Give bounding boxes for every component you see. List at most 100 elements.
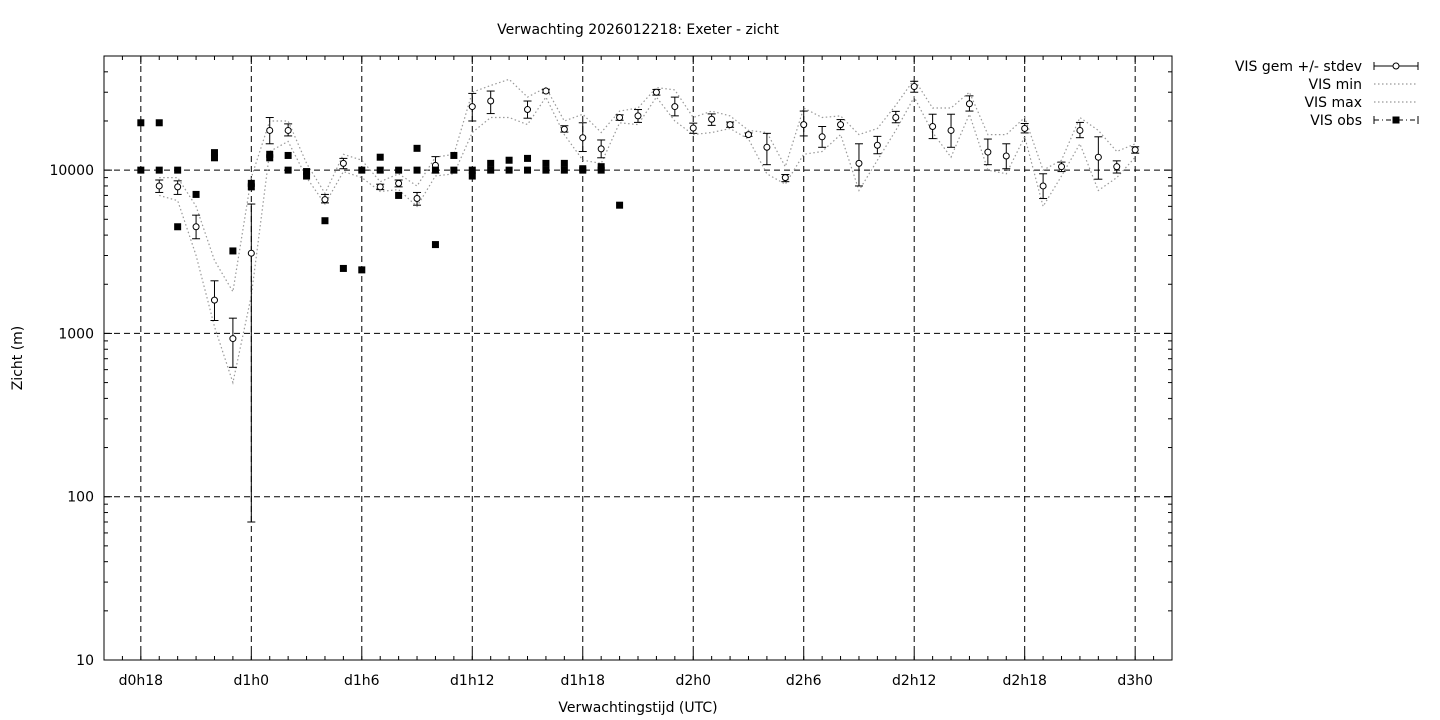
vis-mean-point: [671, 103, 679, 111]
vis-obs-point: [431, 241, 439, 249]
x-tick-label: d3h0: [1117, 673, 1153, 689]
vis-mean-point: [855, 159, 863, 167]
vis-obs-point: [174, 166, 182, 174]
vis-mean-point: [1021, 124, 1029, 132]
x-tick-label: d1h6: [344, 673, 380, 689]
vis-mean-point: [1076, 126, 1084, 134]
y-tick-label: 1000: [58, 326, 94, 342]
vis-mean-point: [1131, 146, 1139, 154]
vis-obs-point: [321, 217, 329, 225]
vis-obs-point: [395, 166, 403, 174]
errorbar-series: [155, 80, 1140, 523]
vis-obs-point: [137, 119, 145, 127]
vis-obs-point: [542, 159, 550, 167]
legend-label: VIS obs: [1310, 113, 1362, 129]
vis-obs-point: [395, 191, 403, 199]
vis-mean-point: [487, 97, 495, 105]
vis-mean-point: [984, 148, 992, 156]
vis-mean-point: [229, 335, 237, 343]
vis-mean-point: [689, 124, 697, 132]
vis-mean-point: [284, 126, 292, 134]
x-tick-label: d2h18: [1002, 673, 1046, 689]
vis-obs-point: [210, 154, 218, 162]
vis-obs-point: [155, 166, 163, 174]
vis-mean-point: [413, 195, 421, 203]
vis-mean-point: [634, 112, 642, 120]
vis-obs-point: [560, 159, 568, 167]
vis-obs-point: [487, 159, 495, 167]
x-axis-label: Verwachtingstijd (UTC): [558, 700, 717, 716]
y-tick-label: 100: [67, 490, 94, 506]
vis-obs-point: [413, 144, 421, 152]
vis-mean-point: [579, 134, 587, 142]
vis-max-line: [159, 78, 1136, 294]
x-tick-label: d1h12: [450, 673, 494, 689]
vis-mean-point: [873, 141, 881, 149]
vis-obs-point: [247, 179, 255, 187]
vis-obs-point: [542, 166, 550, 174]
legend-label: VIS gem +/- stdev: [1235, 59, 1362, 75]
vis-obs-point: [303, 168, 311, 176]
vis-obs-point: [210, 149, 218, 157]
y-tick-label: 10: [76, 653, 94, 669]
vis-obs-point: [597, 166, 605, 174]
vis-mean-point: [560, 125, 568, 133]
vis-mean-point: [1002, 152, 1010, 160]
x-tick-label: d1h0: [234, 673, 270, 689]
vis-obs-point: [192, 190, 200, 198]
vis-obs-point: [229, 247, 237, 255]
vis-mean-point: [616, 114, 624, 122]
vis-mean-point: [597, 145, 605, 153]
vis-mean-point: [910, 83, 918, 91]
vis-obs-point: [487, 166, 495, 174]
vis-mean-point: [339, 159, 347, 167]
vis-mean-point: [818, 133, 826, 141]
axis-ticks: [103, 55, 1173, 661]
vis-obs-point: [376, 166, 384, 174]
vis-obs-point: [174, 223, 182, 231]
x-tick-labels: d0h18 d1h0 d1h6 d1h12 d1h18 d2h0 d2h6 d2h12 d2h1…: [119, 673, 1153, 689]
vis-obs-point: [579, 166, 587, 174]
vis-mean-point: [726, 121, 734, 129]
x-tick-label: d1h18: [561, 673, 605, 689]
x-tick-label: d2h0: [675, 673, 711, 689]
vis-obs-point: [560, 166, 568, 174]
grid: [104, 56, 1172, 660]
vis-obs-point: [155, 119, 163, 127]
vis-mean-point: [800, 121, 808, 129]
vis-obs-point: [431, 166, 439, 174]
chart-title: Verwachting 2026012218: Exeter - zicht: [497, 22, 779, 38]
vis-mean-point: [1039, 182, 1047, 190]
vis-mean-point: [965, 100, 973, 108]
vis-obs-point: [303, 172, 311, 180]
vis-obs-point: [468, 172, 476, 180]
vis-mean-point: [321, 196, 329, 204]
vis-obs-point: [468, 166, 476, 174]
y-axis-label: Zicht (m): [10, 326, 26, 391]
vis-obs-point: [505, 156, 513, 164]
vis-mean-point: [376, 183, 384, 191]
vis-obs-point: [616, 201, 624, 209]
plot-frame: [103, 55, 1173, 661]
vis-obs-point: [524, 154, 532, 162]
vis-mean-point: [652, 88, 660, 96]
vis-mean-point: [174, 183, 182, 191]
vis-obs-point: [137, 166, 145, 174]
vis-obs-point: [358, 266, 366, 274]
vis-mean-point: [781, 174, 789, 182]
vis-obs-point: [284, 151, 292, 159]
vis-mean-point: [266, 126, 274, 134]
vis-mean-point: [192, 223, 200, 231]
vis-obs-point: [376, 153, 384, 161]
vis-mean-point: [210, 296, 218, 304]
vis-min-line: [159, 95, 1136, 385]
vis-mean-point: [708, 115, 716, 123]
legend-label: VIS min: [1309, 77, 1362, 93]
x-tick-label: d0h18: [119, 673, 163, 689]
vis-mean-point: [468, 103, 476, 111]
vis-mean-point: [744, 131, 752, 139]
vis-obs-point: [247, 183, 255, 191]
vis-obs-point: [339, 264, 347, 272]
vis-obs-point: [266, 154, 274, 162]
